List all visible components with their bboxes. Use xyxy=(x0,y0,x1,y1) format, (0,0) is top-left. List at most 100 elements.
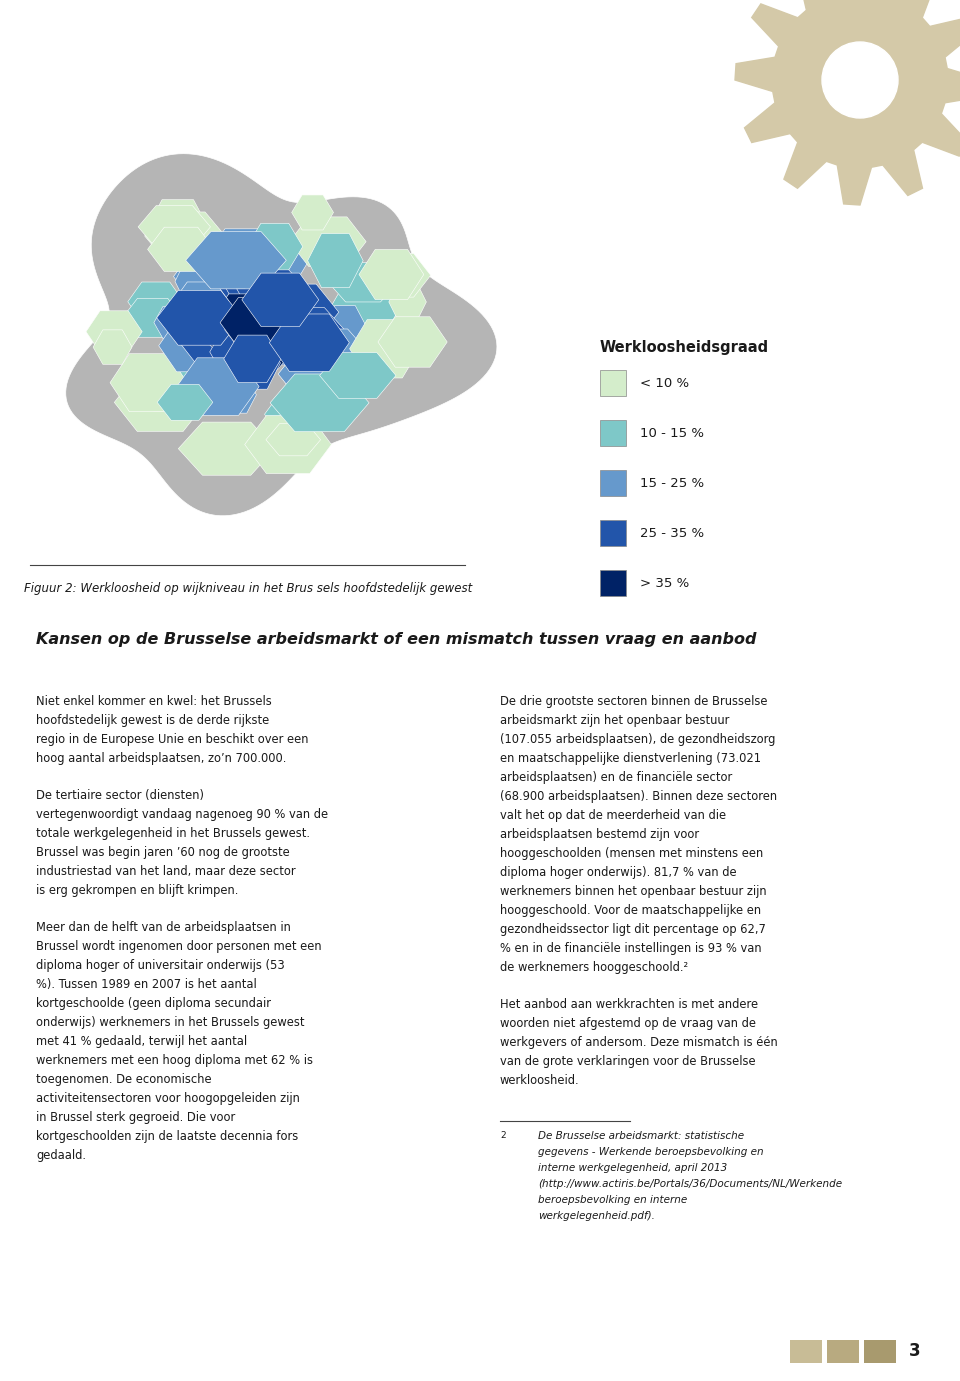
Polygon shape xyxy=(225,262,301,305)
Text: hoofdstedelijk gewest is de derde rijkste: hoofdstedelijk gewest is de derde rijkst… xyxy=(36,714,269,726)
Polygon shape xyxy=(328,262,397,302)
Text: 2: 2 xyxy=(500,1131,506,1139)
Text: Niet enkel kommer en kwel: het Brussels: Niet enkel kommer en kwel: het Brussels xyxy=(36,695,272,708)
Text: diploma hoger onderwijs). 81,7 % van de: diploma hoger onderwijs). 81,7 % van de xyxy=(500,866,736,878)
Polygon shape xyxy=(198,341,263,380)
Text: (http://www.actiris.be/Portals/36/Documents/NL/Werkende: (http://www.actiris.be/Portals/36/Docume… xyxy=(538,1179,842,1189)
Text: werknemers binnen het openbaar bestuur zijn: werknemers binnen het openbaar bestuur z… xyxy=(500,885,767,898)
Text: vertegenwoordigt vandaag nagenoeg 90 % van de: vertegenwoordigt vandaag nagenoeg 90 % v… xyxy=(36,808,328,820)
Polygon shape xyxy=(169,341,217,373)
Text: Brussel wordt ingenomen door personen met een: Brussel wordt ingenomen door personen me… xyxy=(36,940,322,953)
Text: (107.055 arbeidsplaatsen), de gezondheidszorg: (107.055 arbeidsplaatsen), de gezondheid… xyxy=(500,733,776,746)
Bar xyxy=(600,420,626,446)
Text: 3: 3 xyxy=(909,1342,921,1360)
Bar xyxy=(600,470,626,496)
Text: Meer dan de helft van de arbeidsplaatsen in: Meer dan de helft van de arbeidsplaatsen… xyxy=(36,921,291,934)
Text: kortgeschoolde (geen diploma secundair: kortgeschoolde (geen diploma secundair xyxy=(36,997,271,1010)
Polygon shape xyxy=(249,284,339,340)
Text: 15 - 25 %: 15 - 25 % xyxy=(640,476,704,489)
Polygon shape xyxy=(177,358,259,416)
Polygon shape xyxy=(221,325,297,369)
Polygon shape xyxy=(247,308,350,365)
Polygon shape xyxy=(320,352,396,398)
Text: werkloosheid.: werkloosheid. xyxy=(500,1074,580,1087)
Text: gegevens - Werkende beroepsbevolking en: gegevens - Werkende beroepsbevolking en xyxy=(538,1148,763,1157)
Polygon shape xyxy=(263,239,310,278)
Polygon shape xyxy=(359,250,423,300)
Polygon shape xyxy=(245,416,331,474)
Polygon shape xyxy=(114,373,206,431)
Text: Figuur 2: Werkloosheid op wijkniveau in het Brus sels hoofdstedelijk gewest: Figuur 2: Werkloosheid op wijkniveau in … xyxy=(24,581,472,595)
Polygon shape xyxy=(146,200,209,258)
Text: > 35 %: > 35 % xyxy=(640,576,689,590)
Polygon shape xyxy=(247,224,302,269)
Polygon shape xyxy=(175,264,210,300)
Polygon shape xyxy=(221,302,300,352)
Polygon shape xyxy=(252,323,302,355)
Text: (68.900 arbeidsplaatsen). Binnen deze sectoren: (68.900 arbeidsplaatsen). Binnen deze se… xyxy=(500,790,778,802)
Polygon shape xyxy=(233,308,290,345)
Text: in Brussel sterk gegroeid. Die voor: in Brussel sterk gegroeid. Die voor xyxy=(36,1110,235,1124)
Polygon shape xyxy=(191,282,247,331)
Text: Werkloosheidsgraad: Werkloosheidsgraad xyxy=(600,340,769,355)
Polygon shape xyxy=(134,363,211,412)
Polygon shape xyxy=(239,323,304,365)
Polygon shape xyxy=(234,311,287,358)
Text: woorden niet afgestemd op de vraag van de: woorden niet afgestemd op de vraag van d… xyxy=(500,1016,756,1030)
Text: Kansen op de Brusselse arbeidsmarkt of een mismatch tussen vraag en aanbod: Kansen op de Brusselse arbeidsmarkt of e… xyxy=(36,632,756,648)
Polygon shape xyxy=(349,319,420,378)
Polygon shape xyxy=(295,329,365,369)
Bar xyxy=(864,1340,896,1363)
Polygon shape xyxy=(330,278,400,338)
Polygon shape xyxy=(185,232,286,289)
Text: hooggeschoold. Voor de maatschappelijke en: hooggeschoold. Voor de maatschappelijke … xyxy=(500,905,761,917)
Polygon shape xyxy=(378,316,447,367)
Polygon shape xyxy=(265,392,328,436)
Polygon shape xyxy=(110,354,187,412)
Text: 10 - 15 %: 10 - 15 % xyxy=(640,427,704,439)
Text: onderwijs) werknemers in het Brussels gewest: onderwijs) werknemers in het Brussels ge… xyxy=(36,1016,304,1029)
Text: interne werkgelegenheid, april 2013: interne werkgelegenheid, april 2013 xyxy=(538,1163,728,1172)
Polygon shape xyxy=(193,287,237,327)
Polygon shape xyxy=(735,0,960,204)
Polygon shape xyxy=(282,356,348,399)
Polygon shape xyxy=(197,291,248,340)
Text: regio in de Europese Unie en beschikt over een: regio in de Europese Unie en beschikt ov… xyxy=(36,733,308,746)
Bar xyxy=(600,521,626,545)
Text: arbeidsplaatsen) en de financiële sector: arbeidsplaatsen) en de financiële sector xyxy=(500,771,732,784)
Polygon shape xyxy=(224,336,281,383)
Text: met 41 % gedaald, terwijl het aantal: met 41 % gedaald, terwijl het aantal xyxy=(36,1034,247,1048)
Text: % en in de financiële instellingen is 93 % van: % en in de financiële instellingen is 93… xyxy=(500,942,761,956)
Polygon shape xyxy=(228,337,280,389)
Text: kortgeschoolden zijn de laatste decennia fors: kortgeschoolden zijn de laatste decennia… xyxy=(36,1130,299,1143)
Text: van de grote verklaringen voor de Brusselse: van de grote verklaringen voor de Brusse… xyxy=(500,1055,756,1068)
Bar xyxy=(790,1340,822,1363)
Polygon shape xyxy=(278,356,336,392)
Text: < 10 %: < 10 % xyxy=(640,377,689,389)
Text: is erg gekrompen en blijft krimpen.: is erg gekrompen en blijft krimpen. xyxy=(36,884,238,898)
Polygon shape xyxy=(208,229,276,280)
Polygon shape xyxy=(205,316,247,356)
Polygon shape xyxy=(86,311,142,352)
Text: diploma hoger of universitair onderwijs (53: diploma hoger of universitair onderwijs … xyxy=(36,958,285,972)
Polygon shape xyxy=(252,327,294,365)
Text: De drie grootste sectoren binnen de Brusselse: De drie grootste sectoren binnen de Brus… xyxy=(500,695,767,708)
Polygon shape xyxy=(209,257,256,289)
Polygon shape xyxy=(225,307,294,352)
Text: werkgevers of andersom. Deze mismatch is één: werkgevers of andersom. Deze mismatch is… xyxy=(500,1036,778,1050)
Polygon shape xyxy=(389,283,426,320)
Text: hooggeschoolden (mensen met minstens een: hooggeschoolden (mensen met minstens een xyxy=(500,847,763,860)
Polygon shape xyxy=(156,290,242,345)
Polygon shape xyxy=(292,195,333,231)
Text: arbeidsplaatsen bestemd zijn voor: arbeidsplaatsen bestemd zijn voor xyxy=(500,829,699,841)
Polygon shape xyxy=(174,254,242,300)
Polygon shape xyxy=(122,298,183,337)
Text: en maatschappelijke dienstverlening (73.021: en maatschappelijke dienstverlening (73.… xyxy=(500,753,761,765)
Polygon shape xyxy=(138,206,210,249)
Polygon shape xyxy=(294,385,347,424)
Polygon shape xyxy=(218,377,256,413)
Text: gezondheidssector ligt dit percentage op 62,7: gezondheidssector ligt dit percentage op… xyxy=(500,923,766,936)
Polygon shape xyxy=(270,313,349,371)
Text: toegenomen. De economische: toegenomen. De economische xyxy=(36,1073,211,1085)
Text: Het aanbod aan werkkrachten is met andere: Het aanbod aan werkkrachten is met ander… xyxy=(500,998,758,1011)
